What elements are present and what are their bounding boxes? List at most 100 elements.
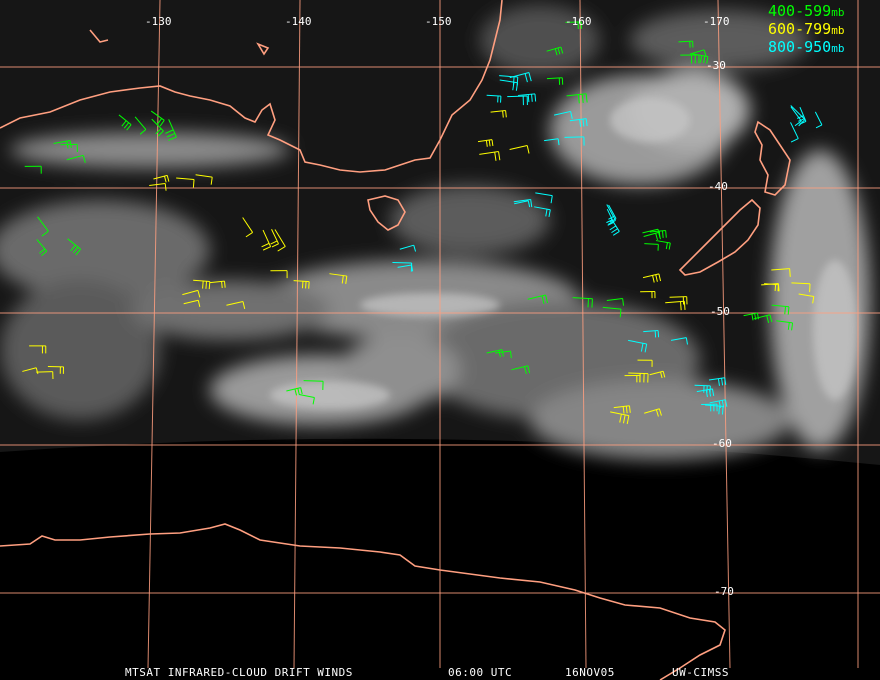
longitude-label: -140 xyxy=(285,15,312,28)
barb-feather xyxy=(570,111,573,119)
barb-feather xyxy=(628,405,631,413)
barb-feather xyxy=(721,400,725,408)
barb-shaft xyxy=(790,106,802,122)
barb-feather xyxy=(789,268,791,277)
barb-feather xyxy=(82,155,86,163)
barb-feather xyxy=(210,177,213,185)
legend-unit: mb xyxy=(831,42,844,55)
wind-barb xyxy=(36,239,48,257)
barb-feather xyxy=(202,280,204,289)
longitude-label: -130 xyxy=(145,15,172,28)
wind-barb xyxy=(546,77,564,85)
barb-feather xyxy=(41,230,49,237)
wind-barb xyxy=(182,289,201,298)
barb-feather xyxy=(585,93,588,103)
barb-feather xyxy=(277,246,286,252)
barb-feather xyxy=(798,119,806,127)
wind-barb xyxy=(490,110,507,118)
barb-feather xyxy=(787,306,790,315)
barb-shaft xyxy=(499,75,518,78)
barb-shaft xyxy=(798,293,814,297)
wind-barb xyxy=(242,217,254,238)
grid-labels: -130 -140 -150 -160 -170 -30 -40 -50 -60 -70 xyxy=(145,15,734,598)
wind-barb xyxy=(670,337,688,345)
barb-feather xyxy=(270,240,278,245)
barb-feather xyxy=(300,387,303,395)
barb-feather xyxy=(683,301,686,310)
barb-shaft xyxy=(486,94,501,97)
legend-range: 600-799 xyxy=(768,20,831,38)
barb-feather xyxy=(582,118,585,127)
wind-barb xyxy=(669,296,688,305)
wind-barb xyxy=(814,111,823,129)
barb-shaft xyxy=(692,53,709,58)
wind-barb xyxy=(655,240,671,250)
wind-barb xyxy=(565,21,582,29)
wind-barb xyxy=(572,297,593,308)
barb-shaft xyxy=(66,154,84,161)
barb-shaft xyxy=(644,243,659,245)
barb-shaft xyxy=(678,40,693,43)
barb-shaft xyxy=(791,282,811,285)
barb-feather xyxy=(658,231,661,239)
barb-feather xyxy=(165,129,174,134)
barb-feather xyxy=(345,275,348,284)
wind-barb xyxy=(24,165,42,174)
barb-shaft xyxy=(182,289,199,296)
barb-feather xyxy=(159,119,165,127)
wind-barb xyxy=(29,345,47,354)
barb-feather xyxy=(717,378,720,386)
wind-barb xyxy=(226,300,246,310)
barb-feather xyxy=(485,140,488,147)
barb-feather xyxy=(724,399,728,407)
barb-feather xyxy=(655,274,658,282)
barb-shaft xyxy=(37,216,49,232)
wind-barb xyxy=(176,177,195,188)
barb-shaft xyxy=(53,140,71,144)
barb-shaft xyxy=(704,404,724,407)
barb-feather xyxy=(724,377,727,385)
barb-feather xyxy=(271,243,279,248)
wind-barb xyxy=(553,110,573,119)
barb-shaft xyxy=(507,95,528,98)
barb-shaft xyxy=(490,110,506,113)
wind-barb xyxy=(692,53,709,64)
barb-shaft xyxy=(606,204,616,221)
barb-feather xyxy=(661,230,664,239)
wind-barb xyxy=(642,273,662,283)
barb-feather xyxy=(205,281,207,289)
barb-shaft xyxy=(286,387,301,392)
wind-barb xyxy=(193,279,211,290)
barb-feather xyxy=(662,371,666,378)
barb-feather xyxy=(341,275,344,284)
barb-feather xyxy=(665,242,668,250)
barb-feather xyxy=(168,136,177,141)
barb-feather xyxy=(668,242,671,250)
barb-shaft xyxy=(709,399,726,404)
barb-feather xyxy=(557,138,560,146)
wind-barb xyxy=(479,151,501,161)
wind-barb xyxy=(134,116,147,135)
barb-shaft xyxy=(610,411,629,417)
barb-feather xyxy=(550,195,553,204)
barb-feather xyxy=(197,290,201,298)
barb-feather xyxy=(685,337,688,345)
barb-shaft xyxy=(274,229,286,247)
barb-shaft xyxy=(606,208,615,223)
barb-shaft xyxy=(572,297,593,300)
barb-feather xyxy=(197,300,201,307)
barb-feather xyxy=(527,94,530,103)
barb-feather xyxy=(626,415,630,425)
new-zealand-north-coast xyxy=(754,120,791,196)
wind-barb xyxy=(665,300,686,311)
barb-feather xyxy=(774,284,777,292)
barb-feather xyxy=(718,400,722,409)
barb-shaft xyxy=(553,110,571,116)
barb-shaft xyxy=(242,217,254,233)
barb-feather xyxy=(612,231,620,236)
barb-shaft xyxy=(399,244,414,250)
barb-feather xyxy=(622,298,625,306)
wind-barb xyxy=(566,93,588,104)
barb-feather xyxy=(611,228,618,234)
